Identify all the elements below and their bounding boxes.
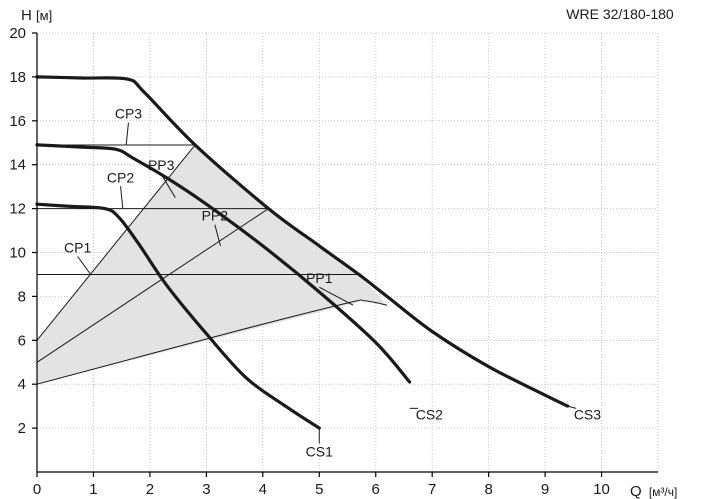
x-tick-label: 3 [202, 481, 210, 498]
y-tick-label: 16 [9, 113, 26, 130]
x-tick-label: 8 [484, 481, 492, 498]
leader-pp2 [214, 224, 221, 247]
shaded-region [37, 144, 387, 385]
operating-region [37, 144, 387, 385]
y-tick-label: 10 [9, 245, 26, 262]
label-cp1: CP1 [64, 240, 91, 256]
label-cp3: CP3 [115, 106, 142, 122]
y-tick-label: 12 [9, 201, 26, 218]
x-tick-label: 6 [372, 481, 380, 498]
leader-pp1 [319, 286, 354, 306]
line-pp3 [36, 144, 196, 341]
x-tick-label: 9 [541, 481, 549, 498]
y-tick-label: 4 [18, 376, 26, 393]
line-pp1 [36, 299, 388, 385]
x-tick-label: 10 [593, 481, 610, 498]
label-cs2: CS2 [416, 406, 443, 422]
y-tick-label: 6 [18, 332, 26, 349]
x-tick-label: 4 [259, 481, 267, 498]
y-axis-label: H [м] [21, 7, 52, 24]
x-tick-label: 1 [89, 481, 97, 498]
leader-cp2 [120, 186, 124, 209]
x-axis-label: Q [м³/ч] [630, 483, 677, 499]
y-tick-label: 18 [9, 69, 26, 86]
y-tick-label: 8 [18, 288, 26, 305]
y-axis-unit: [м] [36, 8, 52, 23]
curve-cs2 [35, 143, 412, 384]
y-tick-label: 14 [9, 157, 26, 174]
curve-labels: CS1 CS2 CS3 CP1 CP2 CP3 PP1 PP2 PP3 [64, 106, 601, 460]
label-pp3: PP3 [148, 157, 175, 173]
curve-cs3 [35, 75, 570, 408]
label-pp1: PP1 [306, 270, 333, 286]
leader-cp1 [77, 256, 92, 275]
x-tick-label: 7 [428, 481, 436, 498]
x-axis-unit: [м³/ч] [649, 485, 678, 499]
label-cs1: CS1 [306, 444, 333, 460]
y-axis-name: H [21, 7, 32, 24]
leader-cs3 [567, 405, 577, 409]
y-tick-label: 2 [18, 420, 26, 437]
line-pp2 [36, 208, 269, 363]
leader-pp3 [160, 173, 176, 198]
chart-title: WRE 32/180-180 [566, 6, 674, 22]
leader-cp3 [125, 122, 129, 145]
pump-curves [35, 75, 570, 430]
label-cs3: CS3 [574, 406, 601, 422]
label-cp2: CP2 [107, 169, 134, 185]
x-tick-label: 5 [315, 481, 323, 498]
y-tick-label: 20 [9, 25, 26, 42]
x-axis-name: Q [630, 483, 642, 499]
label-pp2: PP2 [202, 208, 229, 224]
curve-cs1 [35, 202, 321, 430]
x-tick-label: 2 [146, 481, 154, 498]
x-tick-label: 0 [33, 481, 41, 498]
